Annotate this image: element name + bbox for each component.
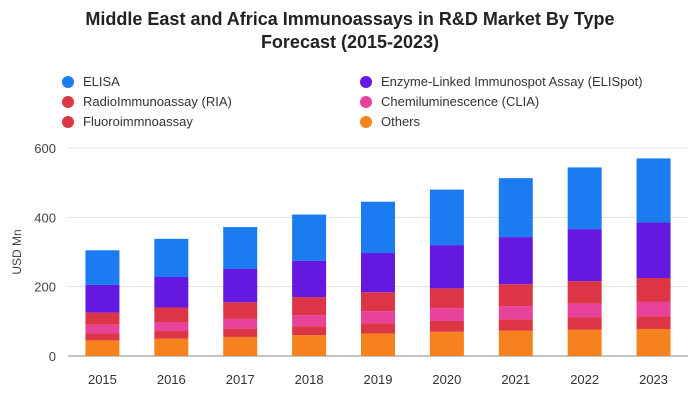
- bar-enzyme-linked-immunospot-assay-elispot-2018: [292, 260, 327, 298]
- bar-others-2016: [154, 338, 189, 356]
- x-tick-label: 2017: [226, 372, 255, 387]
- y-axis-label: USD Mn: [10, 229, 24, 274]
- bar-fluoroimmnoassay-2015: [85, 333, 120, 341]
- bar-fluoroimmnoassay-2016: [154, 331, 189, 339]
- bar-radioimmunoassay-ria-2022: [567, 281, 602, 304]
- bar-radioimmunoassay-ria-2023: [636, 278, 671, 302]
- bar-others-2018: [292, 335, 327, 356]
- chart-title-line-1: Middle East and Africa Immunoassays in R…: [85, 9, 615, 29]
- x-tick-label: 2018: [295, 372, 324, 387]
- bar-others-2022: [567, 329, 602, 356]
- legend-item-elispot[interactable]: Enzyme-Linked Immunospot Assay (ELISpot): [360, 74, 643, 89]
- y-tick-label: 0: [49, 349, 56, 364]
- bar-chemiluminescence-clia-2020: [429, 308, 464, 321]
- bar-elisa-2021: [498, 178, 533, 238]
- bar-fluoroimmnoassay-2017: [223, 328, 258, 337]
- bar-others-2017: [223, 336, 258, 356]
- bar-chemiluminescence-clia-2023: [636, 301, 671, 317]
- bar-elisa-2017: [223, 227, 258, 269]
- legend-item-clia[interactable]: Chemiluminescence (CLIA): [360, 94, 539, 109]
- legend-label-others: Others: [381, 114, 421, 129]
- bar-chemiluminescence-clia-2016: [154, 322, 189, 332]
- y-tick-label: 600: [34, 141, 56, 156]
- bar-enzyme-linked-immunospot-assay-elispot-2016: [154, 276, 189, 308]
- bar-fluoroimmnoassay-2018: [292, 326, 327, 336]
- bar-enzyme-linked-immunospot-assay-elispot-2022: [567, 229, 602, 282]
- bar-chemiluminescence-clia-2021: [498, 306, 533, 320]
- bar-radioimmunoassay-ria-2018: [292, 297, 327, 316]
- bar-fluoroimmnoassay-2022: [567, 317, 602, 330]
- bar-enzyme-linked-immunospot-assay-elispot-2021: [498, 237, 533, 285]
- legend-swatch-ria: [62, 95, 74, 108]
- bar-radioimmunoassay-ria-2020: [429, 288, 464, 309]
- bar-radioimmunoassay-ria-2015: [85, 312, 120, 325]
- bar-enzyme-linked-immunospot-assay-elispot-2023: [636, 222, 671, 278]
- bar-others-2023: [636, 328, 671, 356]
- bar-others-2020: [429, 331, 464, 356]
- legend-label-elisa: ELISA: [83, 74, 120, 89]
- bar-elisa-2022: [567, 167, 602, 230]
- legend-swatch-fluoro: [62, 115, 74, 128]
- bar-chemiluminescence-clia-2019: [361, 311, 395, 324]
- bar-others-2015: [85, 340, 120, 356]
- bar-chemiluminescence-clia-2015: [85, 324, 120, 334]
- x-tick-label: 2020: [432, 372, 461, 387]
- bar-enzyme-linked-immunospot-assay-elispot-2015: [85, 284, 120, 313]
- legend-label-ria: RadioImmunoassay (RIA): [83, 94, 232, 109]
- bar-chemiluminescence-clia-2022: [567, 303, 602, 318]
- bar-elisa-2023: [636, 158, 671, 223]
- bar-fluoroimmnoassay-2019: [361, 323, 395, 334]
- bar-radioimmunoassay-ria-2019: [361, 292, 395, 312]
- x-tick-label: 2019: [364, 372, 393, 387]
- x-tick-label: 2022: [570, 372, 599, 387]
- legend-swatch-clia: [360, 95, 372, 108]
- bar-elisa-2018: [292, 214, 327, 261]
- bar-others-2021: [498, 330, 533, 356]
- bar-fluoroimmnoassay-2023: [636, 316, 671, 329]
- legend-swatch-others: [360, 115, 372, 128]
- legend-item-fluoro[interactable]: Fluoroimmnoassay: [62, 114, 193, 129]
- chart-title-line-2: Forecast (2015-2023): [260, 32, 440, 52]
- legend-swatch-elispot: [360, 75, 372, 88]
- x-tick-label: 2015: [88, 372, 117, 387]
- bar-fluoroimmnoassay-2021: [498, 319, 533, 331]
- chart-title: Middle East and Africa Immunoassays in R…: [0, 8, 700, 54]
- bar-elisa-2019: [361, 201, 395, 254]
- y-tick-label: 400: [34, 210, 56, 225]
- bar-others-2019: [361, 333, 395, 356]
- legend-item-elisa[interactable]: ELISA: [62, 74, 120, 89]
- bar-radioimmunoassay-ria-2016: [154, 307, 189, 323]
- legend-label-elispot: Enzyme-Linked Immunospot Assay (ELISpot): [381, 74, 643, 89]
- x-tick-label: 2023: [639, 372, 668, 387]
- legend-label-clia: Chemiluminescence (CLIA): [381, 94, 540, 109]
- bar-elisa-2020: [429, 189, 464, 246]
- y-tick-label: 200: [34, 280, 56, 295]
- legend-label-fluoro: Fluoroimmnoassay: [83, 114, 193, 129]
- legend-swatch-elisa: [62, 75, 74, 88]
- bar-chemiluminescence-clia-2017: [223, 318, 258, 329]
- bar-fluoroimmnoassay-2020: [429, 320, 464, 332]
- bar-enzyme-linked-immunospot-assay-elispot-2017: [223, 268, 258, 303]
- x-tick-label: 2021: [501, 372, 530, 387]
- bar-chemiluminescence-clia-2018: [292, 315, 327, 327]
- legend: ELISA Enzyme-Linked Immunospot Assay (EL…: [62, 74, 700, 134]
- bar-enzyme-linked-immunospot-assay-elispot-2020: [429, 245, 464, 289]
- x-tick-label: 2016: [157, 372, 186, 387]
- bar-enzyme-linked-immunospot-assay-elispot-2019: [361, 253, 395, 293]
- legend-item-others[interactable]: Others: [360, 114, 420, 129]
- bar-radioimmunoassay-ria-2021: [498, 284, 533, 307]
- bar-radioimmunoassay-ria-2017: [223, 302, 258, 319]
- bar-elisa-2015: [85, 250, 120, 285]
- legend-item-ria[interactable]: RadioImmunoassay (RIA): [62, 94, 232, 109]
- bar-elisa-2016: [154, 238, 189, 277]
